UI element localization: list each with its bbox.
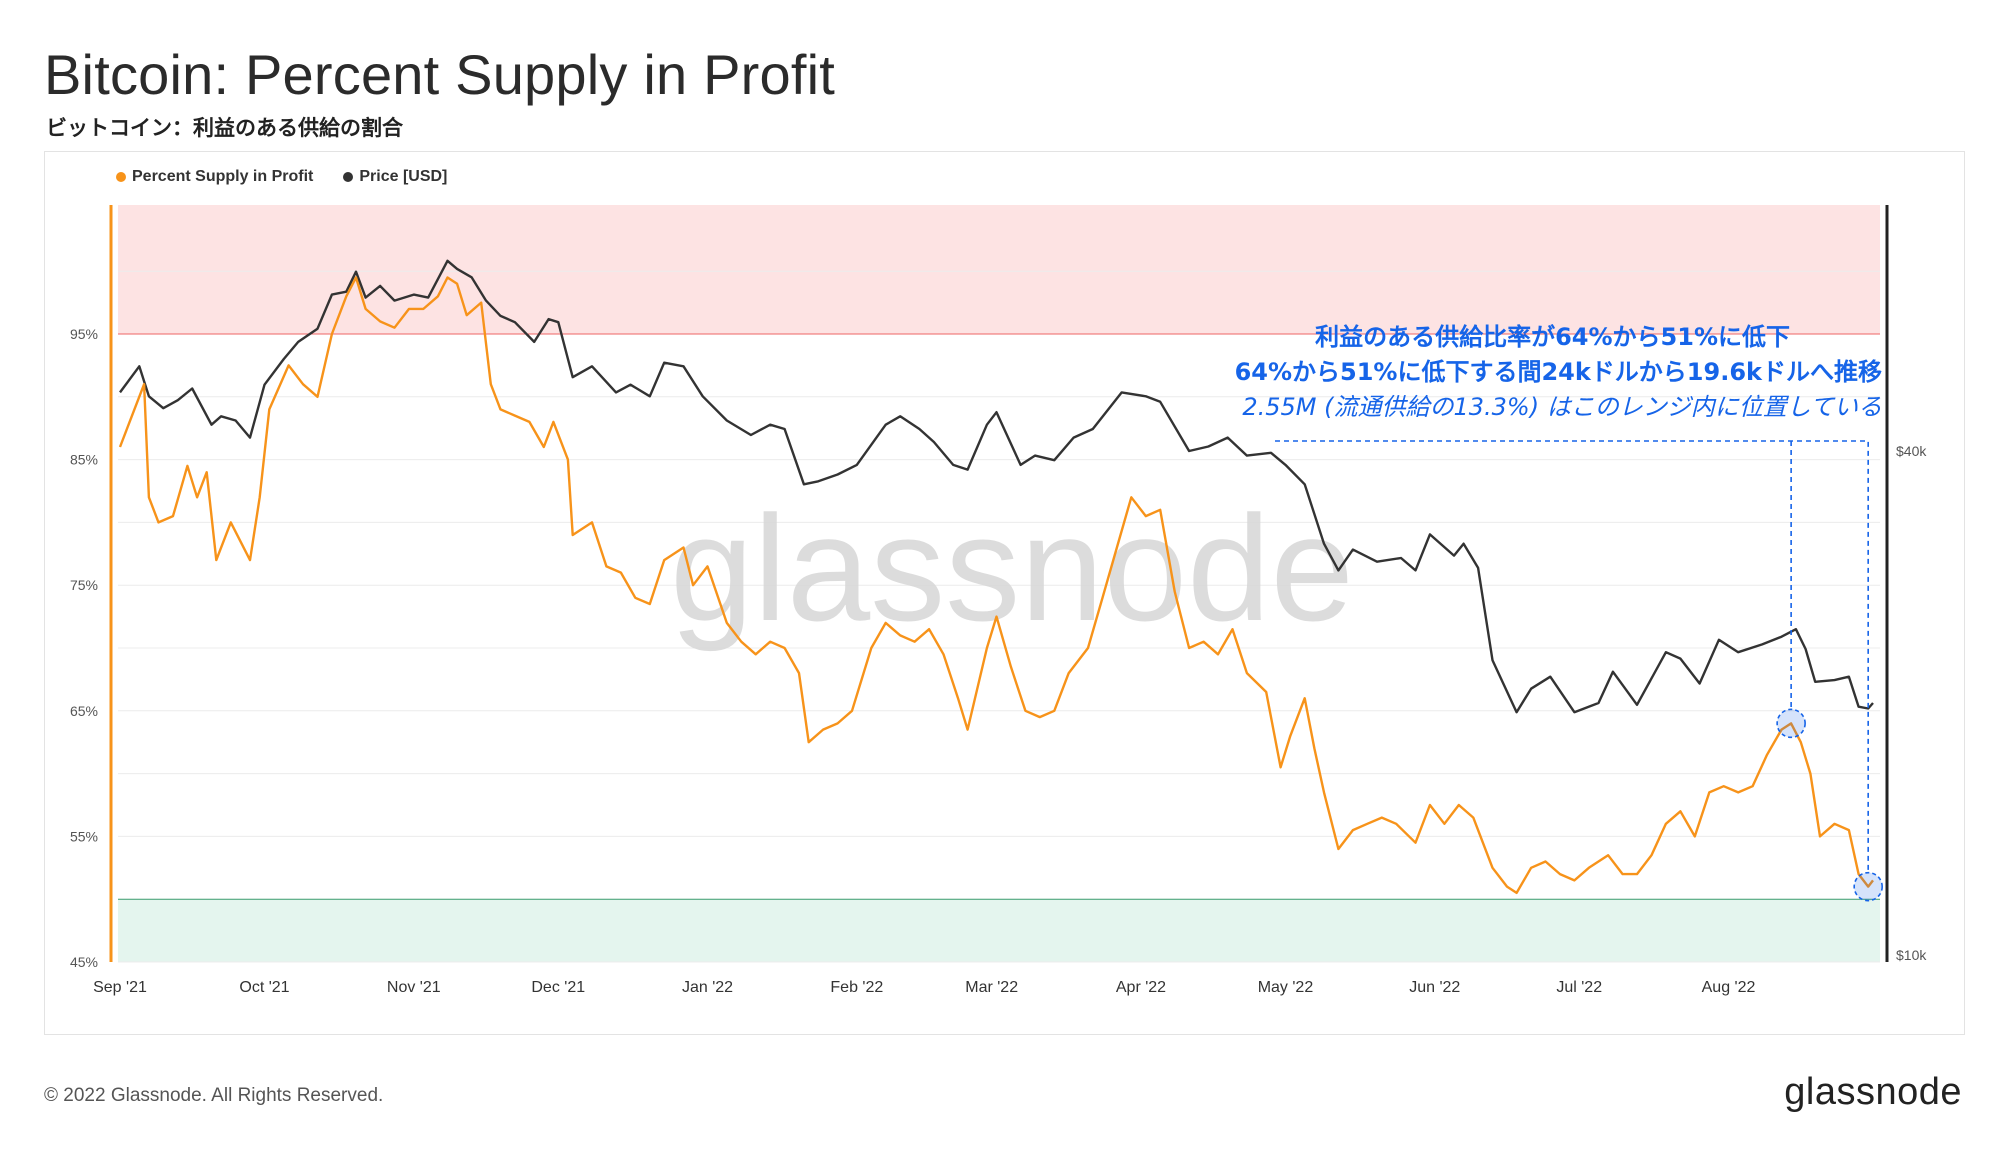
annotation-line: 利益のある供給比率が64%から51%に低下 [1315, 323, 1790, 351]
chart-series [118, 259, 1874, 895]
legend-dot-supply [116, 172, 126, 182]
chart-grid [118, 270, 1880, 963]
series-line-price [119, 259, 1874, 714]
legend-item-supply[interactable]: Percent Supply in Profit [116, 168, 313, 186]
x-tick-label: Jan '22 [682, 979, 733, 996]
chart-watermark-group: glassnode [670, 484, 1354, 652]
legend-dot-price [343, 172, 354, 182]
y-left-tick-label: 95% [70, 326, 98, 342]
x-tick-label: Feb '22 [830, 979, 883, 996]
chart-watermark: glassnode [670, 484, 1354, 652]
legend-label-supply: Percent Supply in Profit [132, 168, 314, 185]
y-left-tick-label: 45% [70, 954, 98, 970]
legend-label-price: Price [USD] [359, 168, 448, 185]
annotation-line: 2.55M (流通供給の13.3%) はこのレンジ内に位置している [1242, 393, 1882, 421]
x-tick-label: Jul '22 [1556, 979, 1602, 996]
footer-logo: glassnode [1784, 1071, 1962, 1113]
chart-annotation: 利益のある供給比率が64%から51%に低下 64%から51%に低下する間24kドル… [1235, 323, 1883, 902]
y-left-tick-label: 55% [70, 828, 98, 844]
chart-legend: Percent Supply in Profit Price [USD] [116, 168, 447, 186]
chart-axes [109, 205, 1889, 962]
page-subtitle: ビットコイン：利益のある供給の割合 [46, 117, 403, 140]
annotation-marker-end [1853, 871, 1883, 902]
annotation-bracket [1275, 440, 1869, 873]
x-tick-label: Jun '22 [1409, 979, 1460, 996]
annotation-line: 64%から51%に低下する間24kドルから19.6kドルへ推移 [1235, 358, 1882, 386]
y-left-tick-label: 65% [70, 703, 98, 719]
zone-green [118, 899, 1880, 962]
x-tick-label: Mar '22 [965, 979, 1018, 996]
x-tick-label: Sep '21 [93, 979, 147, 996]
x-tick-label: Apr '22 [1116, 979, 1166, 996]
x-tick-label: Oct '21 [239, 979, 289, 996]
annotation-marker-start [1776, 708, 1806, 739]
x-tick-label: Nov '21 [387, 979, 441, 996]
chart-ticks: 95% 85% 75% 65% 55% 45% $40k $10k Sep '21 Oct '21… [70, 326, 1927, 996]
page-title: Bitcoin: Percent Supply in Profit [44, 43, 835, 106]
x-tick-label: May '22 [1258, 979, 1314, 996]
y-left-tick-label: 85% [70, 452, 98, 468]
x-tick-label: Dec '21 [531, 979, 585, 996]
y-right-tick-label: $10k [1896, 947, 1927, 963]
chart-zones [118, 205, 1880, 962]
legend-item-price[interactable]: Price [USD] [343, 168, 447, 186]
series-line-supply [118, 276, 1874, 895]
y-left-tick-label: 75% [70, 577, 98, 593]
x-tick-label: Aug '22 [1702, 979, 1756, 996]
zone-red [118, 205, 1880, 334]
footer-copyright: © 2022 Glassnode. All Rights Reserved. [44, 1085, 384, 1106]
y-right-tick-label: $40k [1896, 443, 1927, 459]
